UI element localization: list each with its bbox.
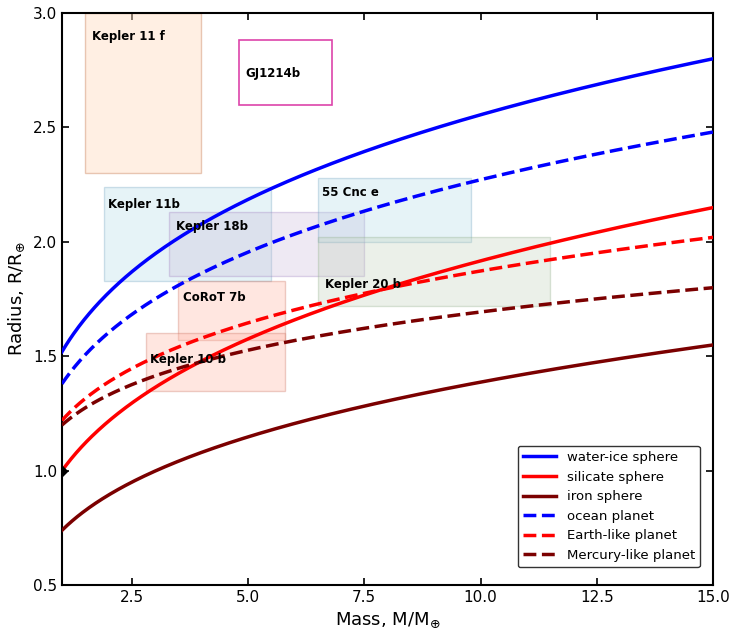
Text: Kepler 10 b: Kepler 10 b [150, 354, 226, 366]
Y-axis label: Radius, R/R$_{\oplus}$: Radius, R/R$_{\oplus}$ [7, 242, 27, 356]
Bar [239, 40, 332, 104]
Text: Kepler 11b: Kepler 11b [108, 197, 181, 211]
Text: CoRoT 7b: CoRoT 7b [183, 292, 245, 304]
Text: Kepler 18b: Kepler 18b [176, 220, 248, 233]
Text: GJ1214b: GJ1214b [245, 67, 301, 80]
Text: 55 Cnc e: 55 Cnc e [322, 186, 380, 199]
Bar [146, 334, 285, 390]
Bar [178, 281, 285, 340]
X-axis label: Mass, M/M$_{\oplus}$: Mass, M/M$_{\oplus}$ [335, 611, 440, 630]
Bar [318, 178, 471, 242]
Legend: water-ice sphere, silicate sphere, iron sphere, ocean planet, Earth-like planet,: water-ice sphere, silicate sphere, iron … [517, 446, 700, 568]
Text: Kepler 20 b: Kepler 20 b [325, 278, 401, 290]
Bar [104, 187, 271, 281]
Bar [85, 13, 201, 173]
Bar [169, 212, 364, 276]
Text: Kepler 11 f: Kepler 11 f [92, 31, 165, 43]
Bar [318, 238, 551, 306]
